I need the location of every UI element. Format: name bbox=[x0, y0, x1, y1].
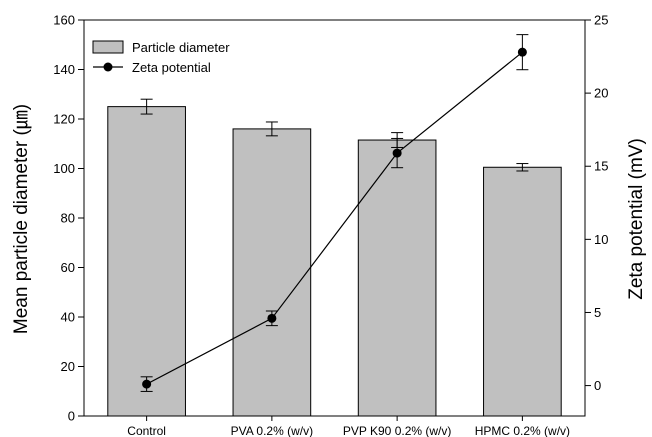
x-tick-label: PVP K90 0.2% (w/v) bbox=[343, 424, 452, 437]
legend-swatch-marker bbox=[103, 62, 113, 72]
bar bbox=[483, 166, 562, 417]
y2-tick-label: 5 bbox=[594, 305, 601, 320]
y2-axis-title: Zeta potential (mV) bbox=[626, 138, 647, 300]
y-tick-label: 20 bbox=[61, 359, 75, 374]
y-tick-label: 140 bbox=[53, 62, 75, 77]
zeta-point bbox=[392, 148, 402, 158]
y-tick-label: 60 bbox=[61, 260, 75, 275]
zeta-line-group bbox=[140, 34, 529, 392]
y2-tick-label: 20 bbox=[594, 86, 608, 101]
zeta-point bbox=[517, 47, 527, 57]
legend-label: Zeta potential bbox=[132, 60, 211, 75]
x-tick-label: Control bbox=[127, 424, 166, 437]
y-tick-label: 120 bbox=[53, 112, 75, 127]
bar-error-group bbox=[140, 98, 529, 172]
y-axis-title: Mean particle diameter (㎛) bbox=[11, 104, 32, 334]
y-tick-label: 0 bbox=[68, 409, 75, 424]
legend: Particle diameter Zeta potential bbox=[92, 40, 230, 75]
bar-group bbox=[107, 106, 562, 417]
y-tick-label: 80 bbox=[61, 211, 75, 226]
x-tick-label: PVA 0.2% (w/v) bbox=[231, 424, 313, 437]
y-tick-label: 100 bbox=[53, 161, 75, 176]
y2-tick-label: 10 bbox=[594, 232, 608, 247]
x-tick-label: HPMC 0.2% (w/v) bbox=[475, 424, 570, 437]
axes: 0 20 40 60 80 100 120 140 160 0 5 10 15 20 25 Control PV… bbox=[53, 13, 608, 437]
zeta-line bbox=[146, 51, 523, 385]
y2-tick-label: 0 bbox=[594, 378, 601, 393]
y2-tick-label: 25 bbox=[594, 13, 608, 28]
zeta-point bbox=[267, 313, 277, 323]
y-tick-label: 160 bbox=[53, 13, 75, 28]
bar bbox=[357, 139, 437, 417]
bar bbox=[107, 106, 186, 417]
y-tick-label: 40 bbox=[61, 310, 75, 325]
y2-tick-label: 15 bbox=[594, 159, 608, 174]
legend-swatch-bar bbox=[92, 40, 124, 54]
zeta-point bbox=[142, 379, 152, 389]
bar bbox=[232, 128, 312, 417]
legend-label: Particle diameter bbox=[132, 40, 230, 55]
